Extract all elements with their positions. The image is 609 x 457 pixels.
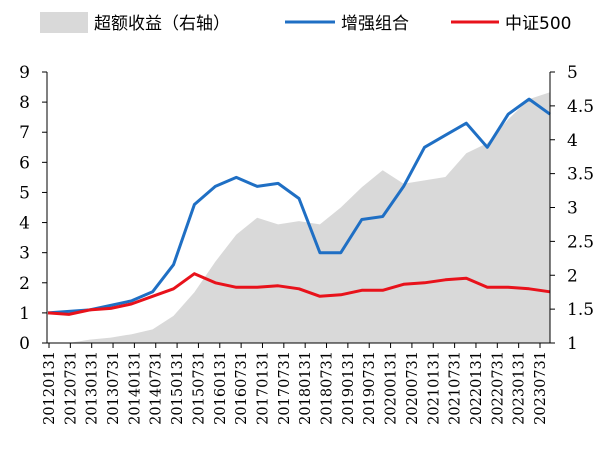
x-tick-label: 20130731: [106, 351, 122, 425]
x-tick-label: 20210731: [448, 351, 464, 425]
x-tick-label: 20160131: [213, 351, 229, 425]
left-tick-label: 9: [19, 63, 30, 83]
x-tick-label: 20210131: [426, 351, 442, 425]
legend-swatch-area: [40, 12, 88, 33]
x-tick-label: 20190131: [341, 351, 357, 425]
left-tick-label: 5: [19, 183, 30, 203]
x-tick-label: 20150131: [170, 351, 186, 425]
enhanced-portfolio-line: [47, 97, 551, 315]
right-tick-label: 1.5: [567, 300, 594, 320]
right-tick-label: 3: [567, 199, 578, 219]
x-tick-label: 20140731: [149, 351, 165, 425]
x-tick-label: 20170131: [256, 351, 272, 425]
chart-legend: 超额收益（右轴） 增强组合 中证500: [40, 12, 571, 34]
x-tick-label: 20230131: [512, 351, 528, 425]
left-tick-label: 0: [19, 334, 30, 354]
right-tick-label: 5: [567, 63, 578, 83]
right-tick-label: 4.5: [567, 97, 594, 117]
right-tick-label: 3.5: [567, 165, 594, 185]
x-tick-label: 20120731: [63, 351, 79, 425]
x-tick-label: 20170731: [277, 351, 293, 425]
left-tick-label: 6: [19, 153, 30, 173]
x-tick-label: 20160731: [234, 351, 250, 425]
legend-label-area: 超额收益（右轴）: [94, 14, 230, 34]
axis-layer: 0 1 2 3 4 5 6 7 8 9 1 1.5 2 2.5 3 3.5 4 4.5 5 20120131 20120…: [19, 63, 594, 425]
x-tick-label: 20140131: [127, 351, 143, 425]
x-tick-label: 20200731: [405, 351, 421, 425]
x-tick-label: 20220131: [469, 351, 485, 425]
excess-return-area: [48, 92, 550, 343]
csi500-line: [47, 272, 551, 316]
x-tick-label: 20200131: [384, 351, 400, 425]
legend-label-enhanced: 增强组合: [341, 14, 409, 34]
x-tick-label: 20130131: [85, 351, 101, 425]
x-tick-label: 20150731: [191, 351, 207, 425]
right-tick-label: 2.5: [567, 232, 594, 252]
x-tick-label: 20180731: [320, 351, 336, 425]
legend-label-csi500: 中证500: [505, 14, 571, 34]
area-layer: [48, 92, 550, 343]
left-tick-label: 7: [19, 123, 30, 143]
line-layer: [47, 97, 551, 316]
left-tick-label: 3: [19, 244, 30, 264]
right-tick-label: 2: [567, 266, 578, 286]
right-tick-label: 1: [567, 334, 578, 354]
x-tick-label: 20180131: [298, 351, 314, 425]
x-tick-label: 20190731: [362, 351, 378, 425]
x-tick-label: 20220731: [490, 351, 506, 425]
left-tick-label: 2: [19, 274, 30, 294]
left-tick-label: 4: [19, 214, 30, 234]
right-tick-label: 4: [567, 131, 578, 151]
x-tick-label: 20230731: [533, 351, 549, 425]
left-tick-label: 1: [19, 304, 30, 324]
x-tick-label: 20120131: [42, 351, 58, 425]
left-tick-label: 8: [19, 93, 30, 113]
